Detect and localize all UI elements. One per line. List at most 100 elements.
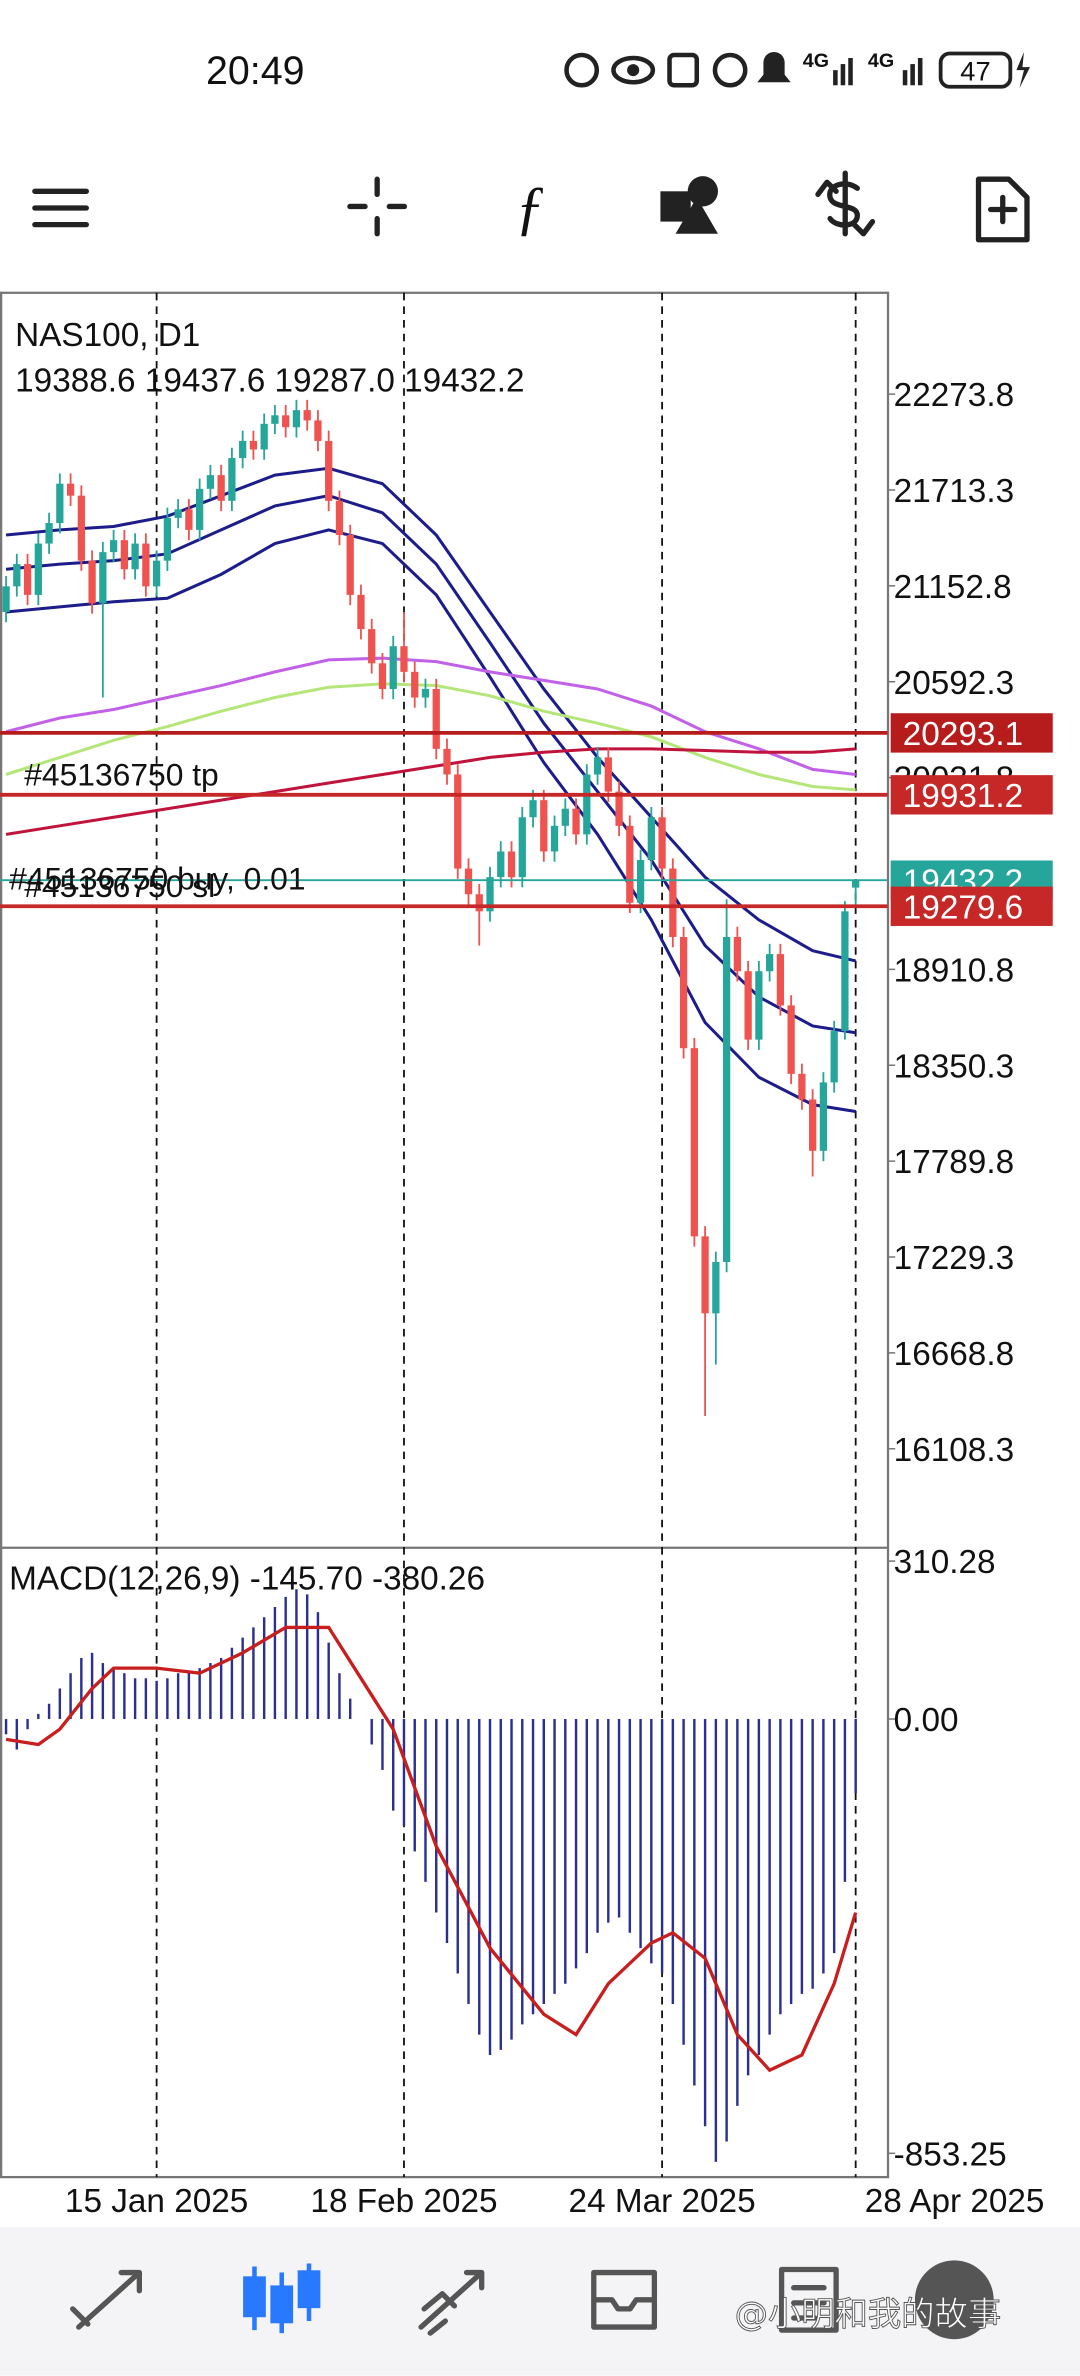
history-tab[interactable] bbox=[591, 2269, 658, 2330]
candle-body bbox=[658, 817, 666, 869]
candle-body bbox=[454, 774, 462, 869]
candle-body bbox=[88, 560, 96, 604]
candle-body bbox=[185, 509, 193, 530]
candle-body bbox=[497, 851, 505, 878]
candle-body bbox=[464, 868, 473, 895]
candle-body bbox=[744, 971, 752, 1040]
candle-body bbox=[443, 748, 451, 775]
chart-frame bbox=[0, 291, 890, 2179]
new-order-button[interactable] bbox=[975, 176, 1030, 243]
candle-body bbox=[66, 483, 75, 496]
candle-body bbox=[540, 800, 548, 852]
x-tick-label: 15 Jan 2025 bbox=[65, 2183, 248, 2220]
ohlc-readout: 19388.6 19437.6 19287.0 19432.2 bbox=[15, 362, 524, 399]
x-tick-label: 18 Feb 2025 bbox=[310, 2183, 497, 2220]
candle-body bbox=[77, 495, 85, 561]
y-tick-label: 0.00 bbox=[894, 1702, 959, 1739]
candle-body bbox=[669, 868, 677, 937]
candle-body bbox=[13, 564, 21, 587]
candle-body bbox=[389, 646, 397, 689]
bottom-nav bbox=[0, 2227, 1080, 2376]
y-tick-label: 16108.3 bbox=[894, 1432, 1014, 1469]
candle-body bbox=[712, 1262, 720, 1314]
x-tick-label: 24 Mar 2025 bbox=[569, 2183, 756, 2220]
price-tag bbox=[890, 713, 1053, 753]
candle-body bbox=[260, 423, 268, 450]
trade-button[interactable] bbox=[815, 170, 876, 237]
y-tick-label: 22273.8 bbox=[894, 377, 1014, 414]
candle-body bbox=[583, 774, 591, 835]
y-tick-label: 21713.3 bbox=[894, 473, 1014, 510]
candle-body bbox=[647, 817, 655, 861]
indicator-icon: ƒ bbox=[515, 175, 545, 242]
y-tick-label: 17789.8 bbox=[894, 1144, 1014, 1181]
price-tag-label: 20293.1 bbox=[903, 716, 1023, 753]
candle-body bbox=[271, 415, 279, 424]
chart-tab[interactable] bbox=[243, 2263, 321, 2334]
order-label: #45136750 buy, 0.01 bbox=[9, 860, 305, 896]
candle-body bbox=[626, 825, 634, 903]
candle-body bbox=[357, 594, 365, 630]
candle-body bbox=[400, 646, 408, 672]
candle-body bbox=[561, 808, 569, 826]
candle-body bbox=[819, 1082, 828, 1151]
chart-title: NAS100, D1 bbox=[15, 317, 200, 354]
candle-body bbox=[282, 415, 290, 428]
candle-body bbox=[378, 663, 387, 689]
candle-body bbox=[604, 757, 612, 792]
candle-body bbox=[411, 671, 419, 698]
candle-body bbox=[809, 1099, 817, 1151]
candle-body bbox=[615, 791, 623, 826]
candle-body bbox=[2, 586, 10, 612]
menu-button[interactable] bbox=[32, 188, 89, 228]
macd-title: MACD(12,26,9) -145.70 -380.26 bbox=[9, 1560, 485, 1597]
candle-body bbox=[174, 509, 182, 518]
x-tick-label: 28 Apr 2025 bbox=[865, 2183, 1045, 2220]
candle-body bbox=[798, 1073, 806, 1100]
crosshair-button[interactable] bbox=[347, 176, 408, 237]
candle-body bbox=[841, 911, 849, 1032]
candle-body bbox=[120, 540, 128, 570]
candle-body bbox=[776, 954, 785, 1006]
network-type: 4G bbox=[803, 50, 829, 72]
candle-body bbox=[23, 564, 32, 595]
candle-body bbox=[34, 543, 42, 595]
y-tick-label: 310.28 bbox=[894, 1544, 996, 1581]
moving-average bbox=[5, 656, 856, 776]
clock: 20:49 bbox=[206, 49, 305, 93]
candle-body bbox=[690, 1048, 698, 1237]
candle-body bbox=[303, 410, 311, 421]
macd-plot bbox=[4, 1589, 858, 2162]
order-label: #45136750 tp bbox=[24, 757, 219, 793]
y-tick-label: 20592.3 bbox=[894, 665, 1014, 702]
status-icons bbox=[564, 51, 1031, 89]
price-plot bbox=[0, 399, 888, 1416]
candle-body bbox=[45, 523, 53, 544]
candle-body bbox=[346, 535, 354, 595]
trade-tab[interactable] bbox=[418, 2269, 485, 2336]
candle-body bbox=[292, 410, 301, 428]
battery-level: 47 bbox=[960, 56, 990, 87]
price-tag bbox=[890, 886, 1053, 926]
candle-body bbox=[701, 1236, 709, 1314]
candle-body bbox=[56, 483, 64, 524]
objects-button[interactable] bbox=[660, 176, 718, 234]
moving-average bbox=[5, 747, 856, 836]
candle-body bbox=[368, 629, 376, 664]
candle-body bbox=[486, 877, 494, 912]
candle-body bbox=[196, 488, 204, 530]
period-separators bbox=[155, 292, 857, 2178]
candle-body bbox=[550, 825, 559, 852]
messages-tab[interactable] bbox=[914, 2260, 994, 2340]
network-type: 4G bbox=[868, 50, 894, 72]
candle-body bbox=[755, 971, 763, 1040]
news-tab[interactable] bbox=[778, 2266, 839, 2333]
indicators-button[interactable]: ƒ bbox=[515, 175, 545, 242]
quotes-tab[interactable] bbox=[70, 2269, 143, 2330]
axes: 15 Jan 2025 18 Feb 2025 24 Mar 2025 28 Apr … bbox=[9, 377, 1053, 2220]
candle-body bbox=[518, 817, 526, 878]
candle-body bbox=[852, 880, 860, 888]
candle-body bbox=[432, 688, 440, 749]
